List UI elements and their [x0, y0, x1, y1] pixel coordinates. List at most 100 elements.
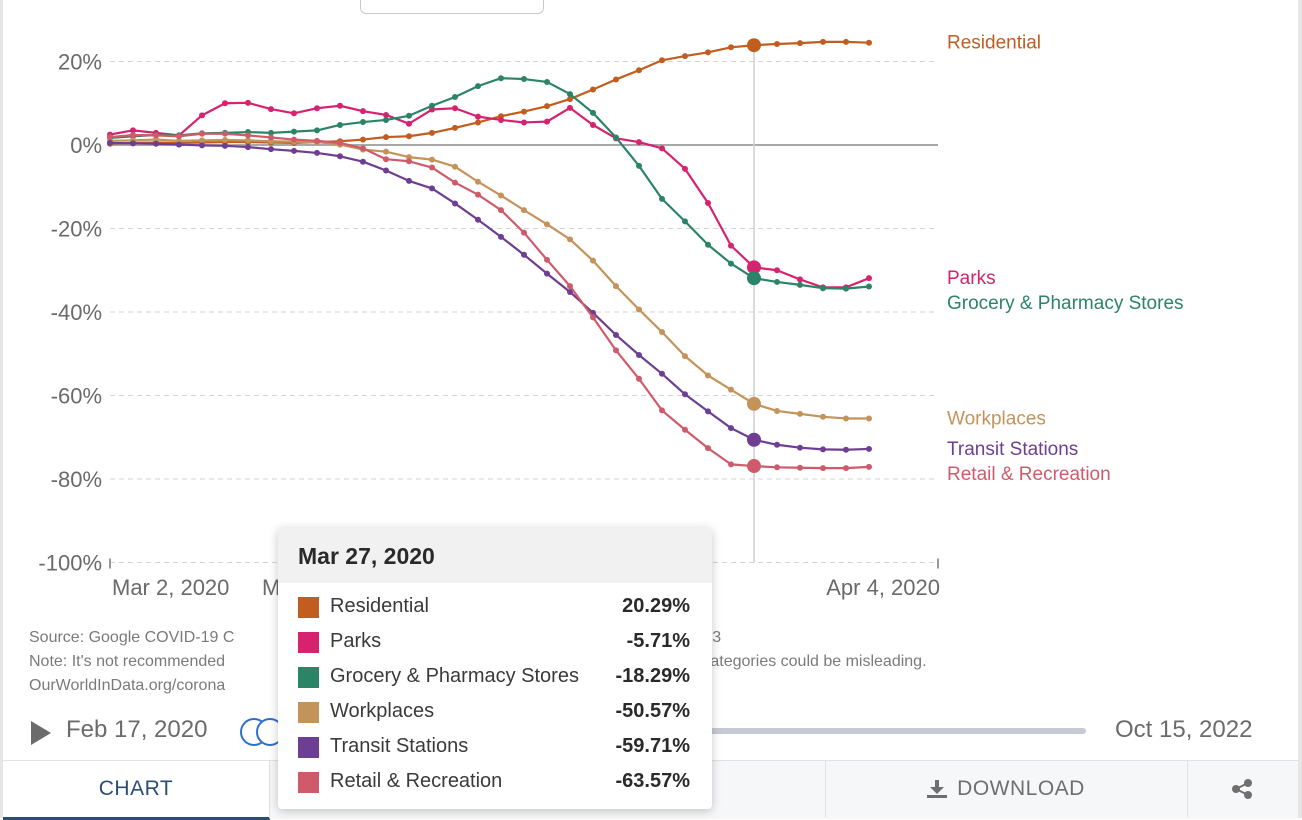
data-point — [176, 141, 182, 148]
data-point — [682, 165, 688, 172]
data-point — [452, 124, 458, 131]
data-point — [866, 39, 872, 46]
data-point — [452, 179, 458, 186]
data-point — [314, 105, 320, 112]
series-end-label: Retail & Recreation — [947, 464, 1111, 485]
download-label: DOWNLOAD — [957, 777, 1085, 800]
data-point — [820, 38, 826, 45]
data-point — [521, 108, 527, 115]
tab-download[interactable]: DOWNLOAD — [825, 761, 1188, 817]
data-point — [337, 121, 343, 128]
top-tab-edge[interactable] — [360, 0, 544, 14]
data-point — [636, 375, 642, 382]
data-point — [682, 218, 688, 225]
data-point — [682, 426, 688, 433]
data-point — [820, 413, 826, 420]
data-point — [843, 285, 849, 292]
tooltip-row: Grocery & Pharmacy Stores -18.29% — [298, 664, 690, 694]
data-point — [567, 236, 573, 243]
data-point — [429, 185, 435, 192]
play-icon[interactable] — [31, 721, 51, 745]
data-point — [705, 445, 711, 452]
data-point — [797, 40, 803, 47]
data-point — [406, 177, 412, 184]
data-point — [636, 162, 642, 169]
data-point — [705, 408, 711, 415]
data-point — [107, 134, 113, 141]
data-point — [774, 407, 780, 414]
y-tick-label: 0% — [70, 133, 102, 158]
data-point — [866, 275, 872, 282]
data-point — [590, 109, 596, 116]
data-point — [866, 283, 872, 290]
data-point — [337, 139, 343, 146]
data-point — [567, 288, 573, 295]
data-point — [245, 144, 251, 151]
data-point — [406, 120, 412, 127]
data-point — [153, 132, 159, 139]
source-note: Source: Google COVID-19 C023 Note: It's … — [29, 626, 927, 698]
highlight-point — [747, 459, 761, 474]
tooltip-series-name: Transit Stations — [330, 735, 469, 757]
series-end-label: Workplaces — [947, 408, 1046, 429]
y-tick-label: -20% — [51, 217, 102, 242]
data-point — [475, 178, 481, 185]
data-point — [820, 285, 826, 292]
download-icon — [927, 780, 948, 799]
data-point — [475, 216, 481, 223]
legend-swatch — [298, 737, 319, 758]
data-point — [728, 44, 734, 51]
data-point — [544, 118, 550, 125]
tab-share[interactable] — [1187, 761, 1298, 817]
tooltip-row: Transit Stations -59.71% — [298, 734, 690, 764]
data-point — [429, 156, 435, 163]
data-point — [774, 267, 780, 274]
data-point — [544, 221, 550, 228]
data-point — [222, 142, 228, 149]
data-point — [544, 103, 550, 110]
data-point — [360, 145, 366, 152]
data-point — [659, 329, 665, 336]
data-point — [521, 229, 527, 236]
y-tick-label: -80% — [51, 467, 102, 492]
data-point — [199, 130, 205, 137]
data-point — [774, 464, 780, 471]
data-point — [245, 99, 251, 106]
data-point — [130, 140, 136, 147]
data-point — [268, 134, 274, 141]
data-point — [659, 57, 665, 64]
frame-left-edge — [0, 0, 3, 818]
tab-chart[interactable]: CHART — [3, 761, 270, 820]
data-point — [291, 136, 297, 143]
data-point — [268, 129, 274, 136]
data-point — [475, 113, 481, 120]
data-point — [797, 276, 803, 283]
data-point — [429, 129, 435, 136]
data-point — [728, 260, 734, 267]
note-line: Note: It's not recommended s in categorie… — [29, 653, 927, 670]
data-point — [291, 147, 297, 154]
data-point — [406, 112, 412, 119]
data-point — [797, 281, 803, 288]
data-point — [383, 116, 389, 123]
series-line — [109, 138, 869, 420]
data-point — [567, 283, 573, 290]
data-point — [429, 164, 435, 171]
timeline-start-label: Feb 17, 2020 — [66, 716, 208, 743]
data-point — [291, 110, 297, 117]
data-point — [613, 134, 619, 141]
data-point — [544, 78, 550, 85]
legend-swatch — [298, 632, 319, 653]
data-point — [383, 167, 389, 174]
data-point — [498, 192, 504, 199]
data-point — [199, 137, 205, 144]
y-tick-label: -40% — [51, 300, 102, 325]
data-point — [498, 233, 504, 240]
data-point — [107, 139, 113, 146]
data-point — [728, 461, 734, 468]
line-chart: 20% 0% -20% -40% -60% -80% -100% Mar 2, 2020 M Ap… — [38, 33, 1183, 600]
data-point — [498, 75, 504, 82]
data-point — [406, 133, 412, 140]
data-point — [360, 158, 366, 165]
data-point — [452, 163, 458, 170]
